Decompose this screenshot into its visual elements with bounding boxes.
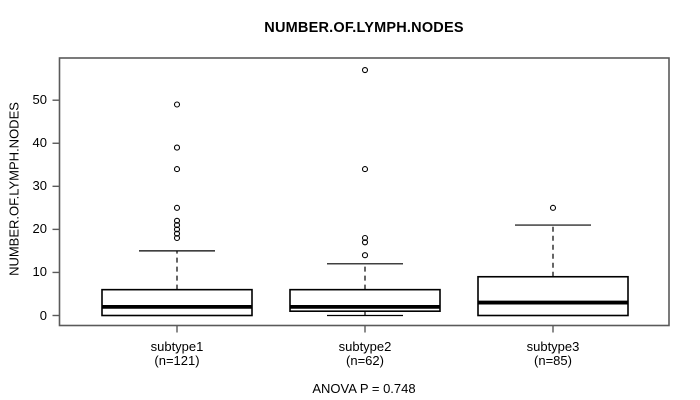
y-tick-label: 30 — [32, 178, 47, 194]
group-n: (n=121) — [154, 352, 200, 368]
group-label-subtype3: subtype3 (n=85) — [473, 340, 633, 367]
outlier-point-subtype2 — [361, 234, 369, 242]
y-tick-label: 20 — [32, 221, 47, 237]
outlier-point-subtype1 — [173, 217, 181, 224]
group-n: (n=62) — [346, 352, 384, 368]
outlier-point-subtype2 — [361, 252, 369, 259]
outlier-point-subtype2 — [361, 67, 369, 74]
outlier-point-subtype1 — [173, 226, 181, 233]
y-tick-label: 40 — [32, 135, 47, 151]
outlier-point-subtype1 — [173, 234, 181, 242]
chart-title: NUMBER.OF.LYMPH.NODES — [264, 20, 464, 36]
outlier-point-subtype2 — [361, 166, 369, 173]
group-name: subtype3 — [526, 339, 580, 354]
group-label-subtype1: subtype1 (n=121) — [97, 340, 257, 367]
anova-annotation: ANOVA P = 0.748 — [312, 381, 416, 396]
y-tick-label: 0 — [39, 307, 47, 323]
group-name: subtype1 — [150, 339, 204, 354]
box-subtype1 — [101, 288, 253, 317]
outlier-point-subtype1 — [173, 204, 181, 211]
y-tick-label: 50 — [32, 92, 47, 108]
outlier-point-subtype3 — [549, 204, 557, 211]
outlier-point-subtype1 — [173, 230, 181, 237]
outlier-point-subtype1 — [173, 144, 181, 151]
plot-frame — [58, 57, 670, 327]
group-n: (n=85) — [534, 352, 572, 368]
outlier-point-subtype1 — [173, 166, 181, 173]
group-label-subtype2: subtype2 (n=62) — [285, 340, 445, 367]
outlier-point-subtype1 — [173, 101, 181, 108]
box-subtype3 — [477, 275, 629, 317]
outlier-point-subtype1 — [173, 222, 181, 229]
group-name: subtype2 — [338, 339, 392, 354]
outlier-point-subtype2 — [361, 239, 369, 246]
y-tick-label: 10 — [32, 264, 47, 280]
